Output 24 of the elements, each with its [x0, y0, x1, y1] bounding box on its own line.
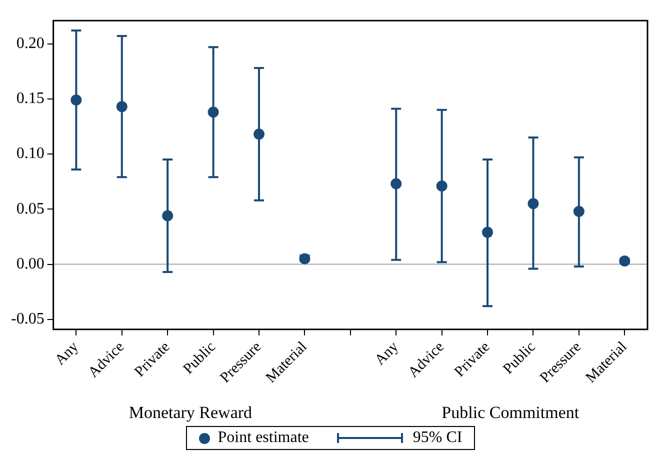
point — [619, 255, 630, 266]
point — [390, 178, 402, 190]
point — [482, 226, 494, 238]
y-tick-label: 0.15 — [16, 90, 44, 108]
text: Monetary Reward — [128, 403, 253, 422]
text: Public Commitment — [442, 403, 580, 422]
point — [299, 253, 310, 264]
point — [208, 106, 219, 118]
y-tick-label: -0.05 — [11, 310, 44, 328]
x-tick-label: Any — [372, 338, 402, 369]
x-tick-label: Any — [52, 338, 82, 369]
y-tick-label: 0.20 — [16, 34, 44, 52]
point — [70, 94, 82, 106]
y-tick-label: 0.10 — [16, 145, 44, 162]
text: 95% CI — [412, 429, 462, 447]
point — [162, 210, 174, 222]
point — [436, 180, 448, 192]
point — [116, 101, 128, 112]
y-tick-label: 0.00 — [16, 255, 44, 272]
point — [528, 198, 539, 210]
y-tick-label: 0.05 — [16, 200, 44, 218]
point — [254, 128, 265, 140]
legend-label: Point estimate — [218, 429, 309, 447]
point — [573, 206, 584, 217]
